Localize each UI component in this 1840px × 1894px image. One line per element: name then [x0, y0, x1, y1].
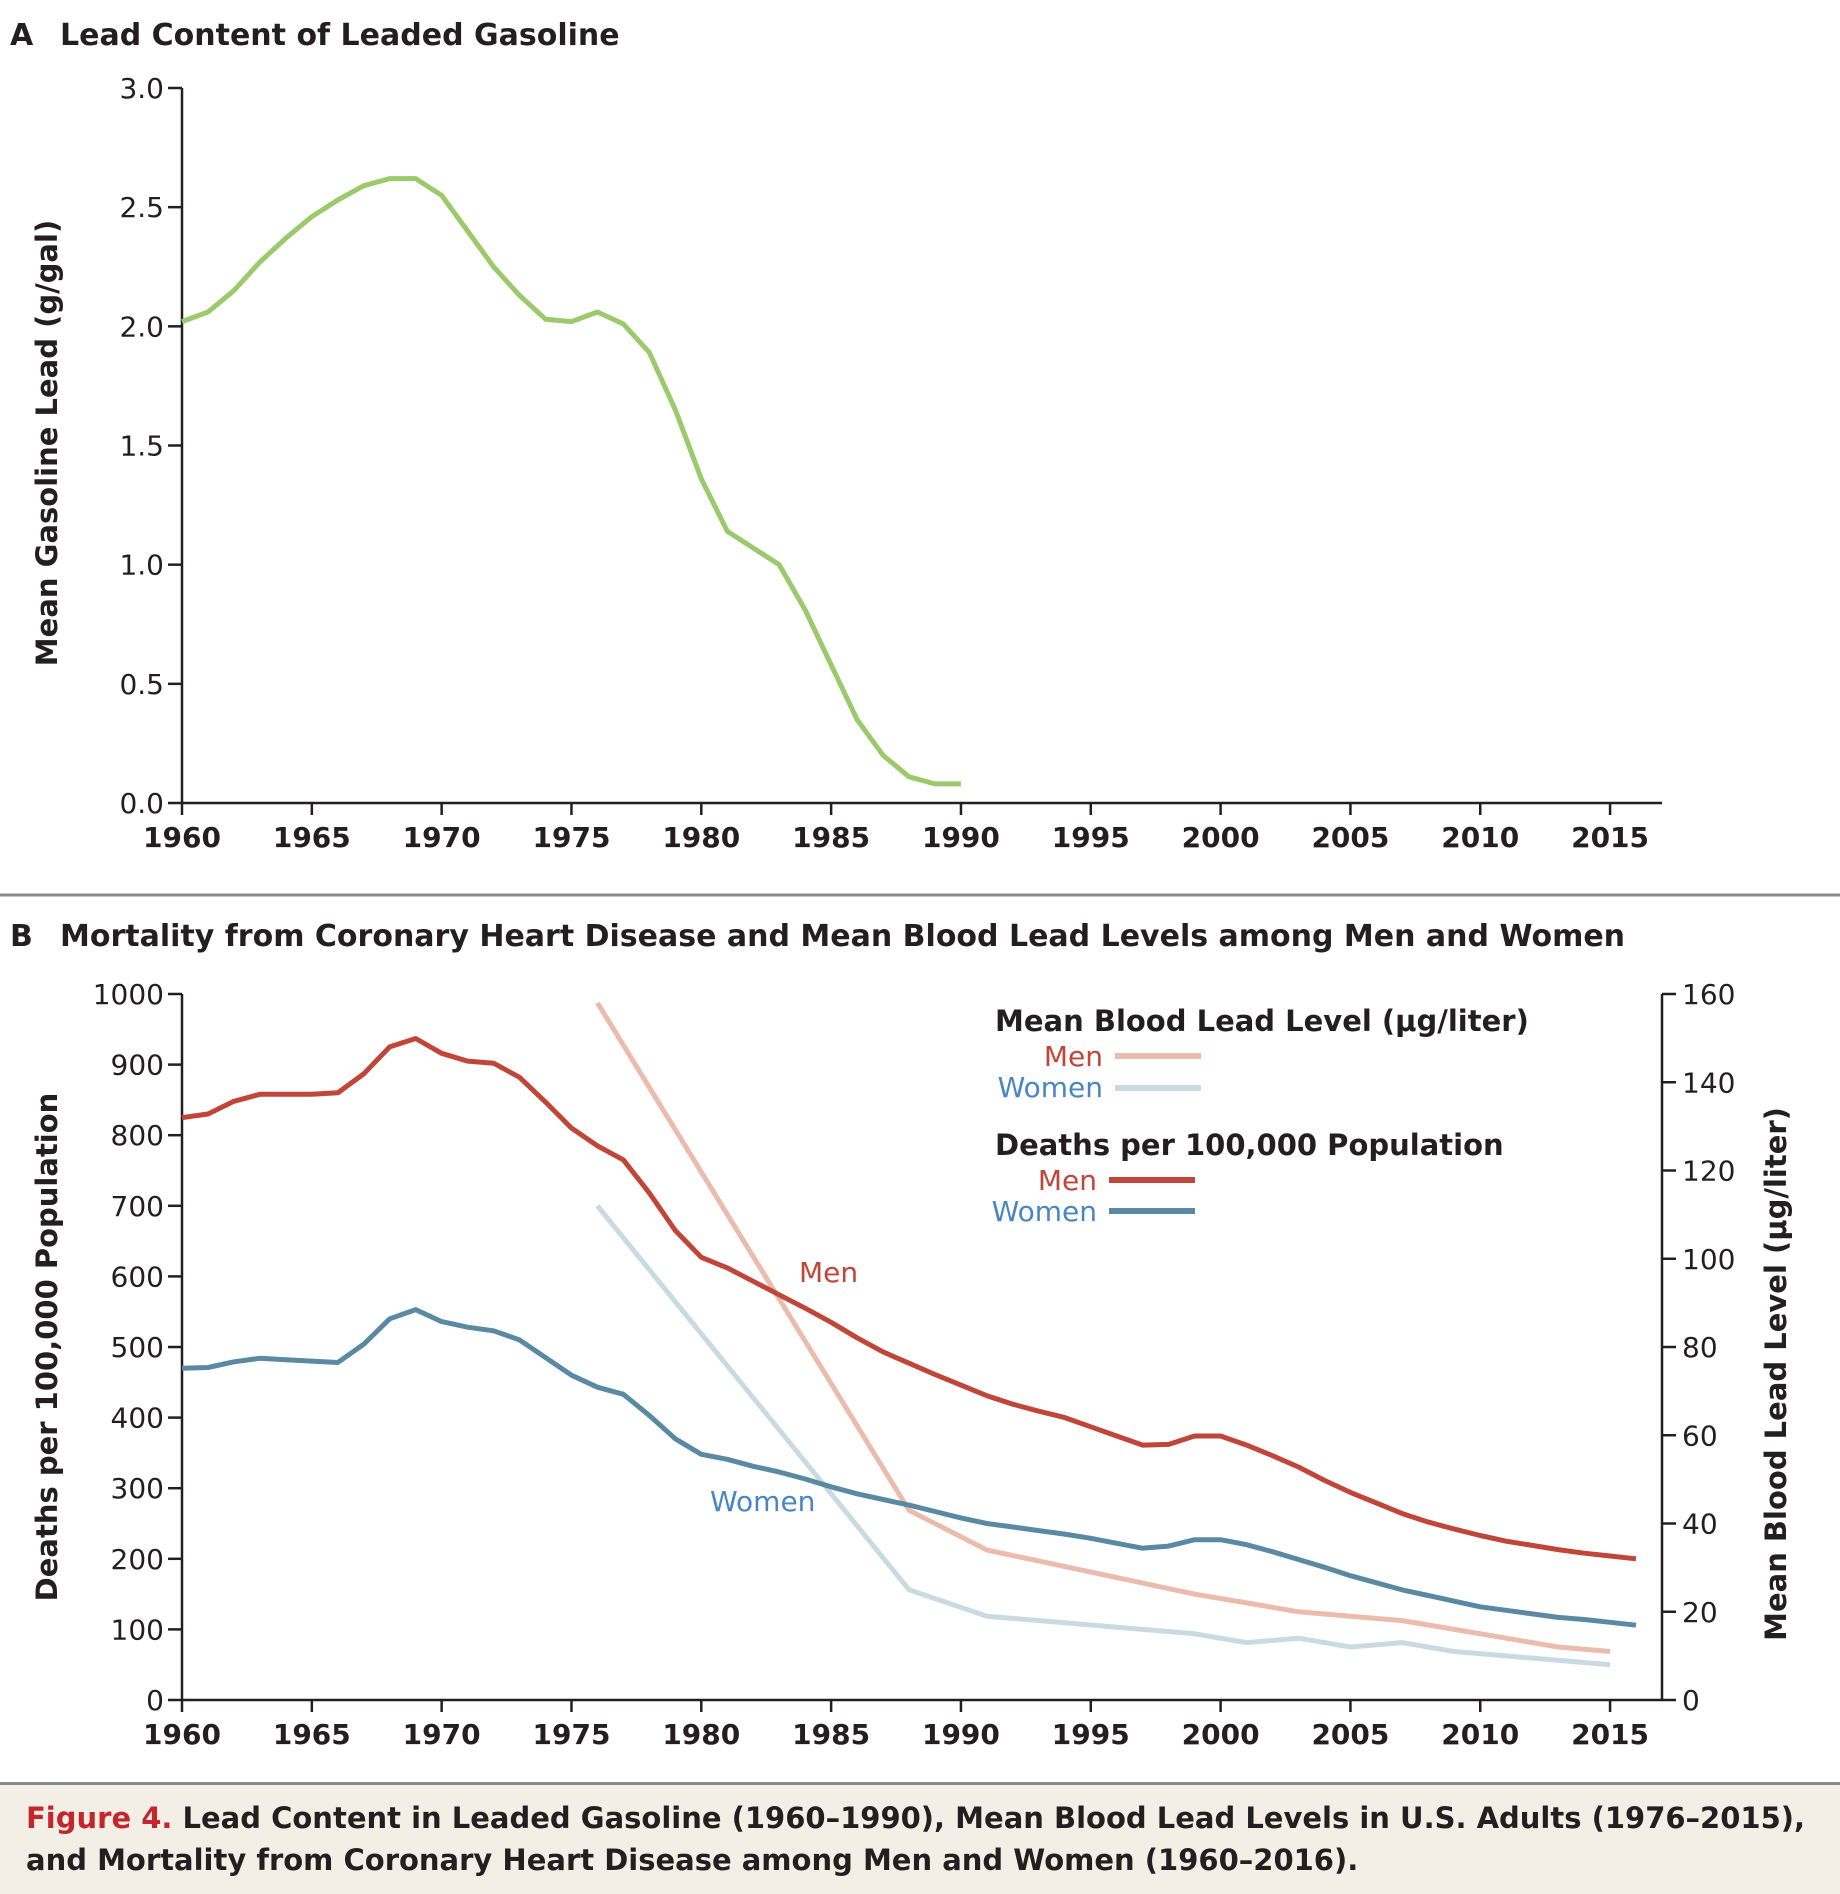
panel-a-x-tick-label: 1970: [403, 821, 481, 854]
legend-blood-heading: Mean Blood Lead Level (μg/liter): [995, 1004, 1529, 1038]
panel-a-title: Lead Content of Leaded Gasoline: [60, 18, 620, 53]
panel-a-x-tick-label: 1960: [143, 821, 221, 854]
panel-b-x-tick-label: 1970: [403, 1718, 481, 1751]
panel-a-x-tick-label: 2000: [1182, 821, 1260, 854]
panel-a-gasoline-lead-chart: A Lead Content of Leaded Gasoline Mean G…: [10, 18, 1662, 854]
panel-b-letter: B: [10, 919, 33, 954]
panel-b-left-y-tick-label: 900: [111, 1049, 164, 1082]
panel-b-left-y-tick-label: 400: [111, 1402, 164, 1435]
panel-b-left-y-axis-title: Deaths per 100,000 Population: [30, 1093, 64, 1602]
deaths-men-line: [181, 1036, 1637, 1562]
panel-a-y-tick-label: 0.5: [119, 668, 164, 701]
panel-b-right-y-tick-label: 40: [1682, 1508, 1718, 1541]
legend-deaths-heading: Deaths per 100,000 Population: [995, 1128, 1504, 1162]
panel-a-x-tick-label: 1990: [922, 821, 1000, 854]
panel-b-x-tick-label: 2010: [1441, 1718, 1519, 1751]
panel-a-x-tick-label: 1995: [1052, 821, 1130, 854]
panel-a-x-tick-label: 1965: [273, 821, 351, 854]
panel-b-left-y-tick-label: 100: [111, 1613, 164, 1646]
legend-deaths-men-label: Men: [1038, 1164, 1097, 1197]
panel-a-y-tick-label: 2.5: [119, 191, 164, 224]
panel-b-left-y-tick-label: 300: [111, 1472, 164, 1505]
legend-deaths-women-label: Women: [992, 1195, 1097, 1228]
panel-b-left-y-tick-label: 600: [111, 1260, 164, 1293]
panel-a-x-tick-label: 1980: [662, 821, 740, 854]
panel-a-letter: A: [10, 18, 34, 53]
caption-body: Lead Content in Leaded Gasoline (1960–19…: [26, 1801, 1806, 1877]
panel-a-y-tick-label: 1.5: [119, 430, 164, 463]
panel-b-mortality-blood-lead-chart: B Mortality from Coronary Heart Disease …: [10, 919, 1793, 1751]
panel-b-axes: 0 100 200 300 400 500 600 700 800 900 1000 0 20 40 60 8…: [93, 978, 1736, 1751]
panel-b-left-y-tick-label: 200: [111, 1543, 164, 1576]
legend-blood-men-label: Men: [1044, 1040, 1103, 1073]
panel-b-right-y-tick-label: 20: [1682, 1596, 1718, 1629]
gasoline-lead-line: [181, 176, 961, 787]
panel-a-x-tick-label: 2015: [1571, 821, 1649, 854]
panel-b-x-tick-label: 1960: [143, 1718, 221, 1751]
blood_lead-men-line: [595, 1001, 1611, 1654]
panel-a-y-tick-label: 0.0: [119, 787, 164, 820]
panel-b-left-y-tick-label: 500: [111, 1331, 164, 1364]
panel-b-right-y-tick-label: 140: [1682, 1066, 1735, 1099]
panel-b-x-tick-label: 2015: [1571, 1718, 1649, 1751]
panel-b-x-tick-label: 2005: [1311, 1718, 1389, 1751]
panel-b-x-tick-label: 1990: [922, 1718, 1000, 1751]
panel-a-y-tick-label: 2.0: [119, 310, 164, 343]
caption-label: Figure 4.: [26, 1801, 173, 1835]
panel-a-y-tick-label: 1.0: [119, 549, 164, 582]
panel-a-axes: 0.0 0.5 1.0 1.5 2.0 2.5 3.0 1960 1965 1970 1975 198…: [119, 72, 1662, 854]
legend-blood-women-label: Women: [998, 1071, 1103, 1104]
panel-b-right-y-tick-label: 60: [1682, 1419, 1718, 1452]
panel-b-legend: Mean Blood Lead Level (μg/liter) Men Wom…: [992, 1004, 1529, 1228]
panel-a-x-tick-label: 1985: [792, 821, 870, 854]
panel-b-x-tick-label: 1965: [273, 1718, 351, 1751]
panel-a-y-axis-title: Mean Gasoline Lead (g/gal): [30, 220, 64, 666]
blood_lead-women-line: [595, 1204, 1611, 1668]
panel-b-right-y-axis-title: Mean Blood Lead Level (μg/liter): [1759, 1107, 1793, 1641]
figure-caption: Figure 4. Lead Content in Leaded Gasolin…: [0, 1782, 1840, 1894]
panel-b-right-y-tick-label: 80: [1682, 1331, 1718, 1364]
panel-b-x-tick-label: 1975: [533, 1718, 611, 1751]
panel-b-series: [181, 1001, 1637, 1668]
panel-a-x-tick-label: 2005: [1311, 821, 1389, 854]
caption-text-block: Figure 4. Lead Content in Leaded Gasolin…: [26, 1797, 1814, 1881]
panel-b-left-y-tick-label: 800: [111, 1119, 164, 1152]
panel-b-x-tick-label: 1980: [662, 1718, 740, 1751]
panel-b-right-y-tick-label: 120: [1682, 1155, 1735, 1188]
deaths-women-line: [181, 1307, 1637, 1628]
panel-b-title: Mortality from Coronary Heart Disease an…: [60, 919, 1625, 954]
inline-label-men: Men: [799, 1256, 858, 1289]
panel-b-right-y-tick-label: 0: [1682, 1684, 1700, 1717]
panel-b-right-y-tick-label: 160: [1682, 978, 1735, 1011]
panel-a-x-tick-label: 1975: [533, 821, 611, 854]
panel-b-x-tick-label: 1995: [1052, 1718, 1130, 1751]
panel-a-series: [181, 176, 961, 787]
panel-a-y-tick-label: 3.0: [119, 72, 164, 105]
inline-label-women: Women: [710, 1485, 815, 1518]
panel-b-x-tick-label: 1985: [792, 1718, 870, 1751]
panel-b-left-y-tick-label: 1000: [93, 978, 164, 1011]
panel-a-x-tick-label: 2010: [1441, 821, 1519, 854]
panel-b-right-y-tick-label: 100: [1682, 1243, 1735, 1276]
panel-b-x-tick-label: 2000: [1182, 1718, 1260, 1751]
panel-b-left-y-tick-label: 0: [146, 1684, 164, 1717]
panel-b-left-y-tick-label: 700: [111, 1190, 164, 1223]
